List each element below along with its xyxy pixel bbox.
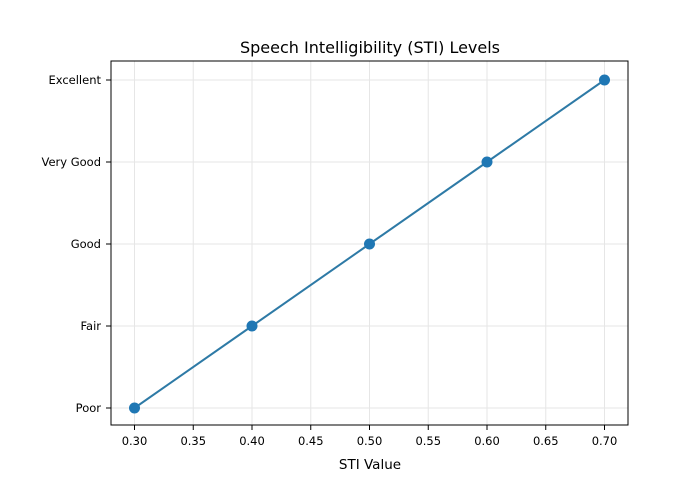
x-tick-label: 0.30 [122,434,148,448]
y-tick-label: Good [71,237,101,251]
y-tick-label: Fair [80,319,101,333]
data-point [246,320,258,332]
y-tick-label: Excellent [48,73,101,87]
data-point [364,238,375,250]
x-axis-ticks: 0.30 0.35 0.40 0.45 0.50 0.55 0.60 0.65 0.70 [122,425,618,448]
x-tick-label: 0.50 [357,434,383,448]
data-point [599,74,610,86]
y-tick-label: Poor [76,401,102,415]
y-axis-ticks: Poor Fair Good Very Good Excellent [41,73,111,415]
x-tick-label: 0.35 [180,434,206,448]
x-tick-label: 0.40 [239,434,265,448]
x-tick-label: 0.45 [298,434,324,448]
data-point [481,156,493,168]
data-point [129,402,140,414]
chart-title: Speech Intelligibility (STI) Levels [240,38,500,57]
x-tick-label: 0.60 [474,434,500,448]
x-tick-label: 0.55 [415,434,441,448]
x-tick-label: 0.70 [592,434,618,448]
data-layer [129,74,610,414]
x-tick-label: 0.65 [533,434,559,448]
x-axis-label: STI Value [339,457,401,473]
y-tick-label: Very Good [41,155,101,169]
